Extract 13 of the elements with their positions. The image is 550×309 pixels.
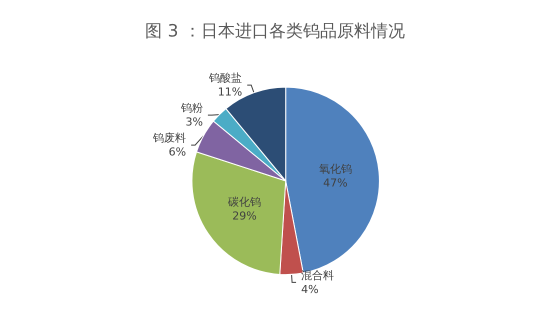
data-label: 47% — [323, 176, 348, 190]
chart-title: 图 3 ：日本进口各类钨品原料情况 — [145, 22, 405, 42]
slice-label: 钨废料 — [152, 132, 186, 145]
data-label: 11% — [218, 86, 242, 99]
slice-label: 钨酸盐 — [208, 72, 242, 85]
data-label: 29% — [232, 209, 257, 222]
slice-label: 混合料 — [301, 268, 334, 282]
data-label: 6% — [168, 146, 186, 159]
slice-label: 氧化钨 — [318, 162, 352, 176]
slice-label: 碳化钨 — [226, 195, 261, 208]
slice-label: 钨粉 — [180, 102, 203, 115]
data-label: 3% — [185, 116, 203, 129]
data-label: 4% — [301, 282, 319, 296]
